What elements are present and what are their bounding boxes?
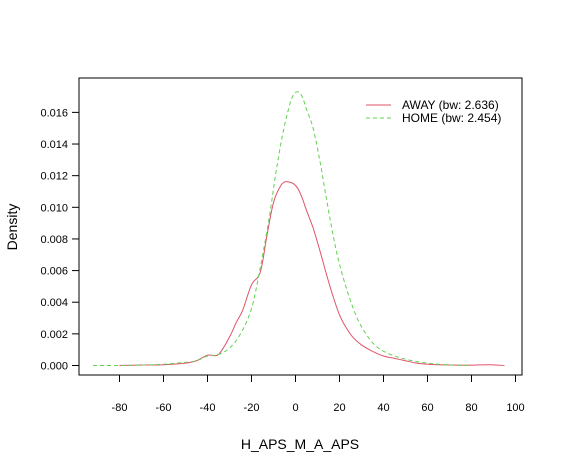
- x-tick-label: 60: [421, 402, 433, 414]
- x-tick-label: 100: [506, 402, 524, 414]
- x-tick-label: -80: [112, 402, 128, 414]
- y-tick-label: 0.000: [40, 361, 68, 373]
- y-tick-label: 0.012: [40, 171, 68, 183]
- y-tick-label: 0.002: [40, 329, 68, 341]
- x-tick-label: 80: [465, 402, 477, 414]
- y-axis: 0.000 0.002 0.004 0.006 0.008 0.010 0.012 0.014…: [40, 107, 80, 373]
- legend: AWAY (bw: 2.636)HOME (bw: 2.454): [366, 98, 501, 125]
- legend-label: AWAY (bw: 2.636): [402, 98, 499, 112]
- x-tick-label: 0: [292, 402, 298, 414]
- x-axis-title: H_APS_M_A_APS: [241, 436, 359, 452]
- y-tick-label: 0.004: [40, 297, 68, 309]
- series-line-home: [93, 91, 472, 367]
- legend-label: HOME (bw: 2.454): [402, 111, 501, 125]
- y-tick-label: 0.008: [40, 234, 68, 246]
- x-axis: -80 -60 -40 -20 0 20 40 60 80 100: [112, 374, 525, 414]
- x-tick-label: -20: [244, 402, 260, 414]
- y-axis-title: Density: [4, 204, 20, 251]
- x-tick-label: -60: [156, 402, 172, 414]
- series-layer: [93, 91, 505, 367]
- y-tick-label: 0.010: [40, 202, 68, 214]
- y-tick-label: 0.014: [40, 139, 68, 151]
- x-tick-label: -40: [200, 402, 216, 414]
- y-tick-label: 0.006: [40, 266, 68, 278]
- x-tick-label: 20: [333, 402, 345, 414]
- x-tick-label: 40: [377, 402, 389, 414]
- series-line-away: [119, 181, 505, 366]
- y-tick-label: 0.016: [40, 107, 68, 119]
